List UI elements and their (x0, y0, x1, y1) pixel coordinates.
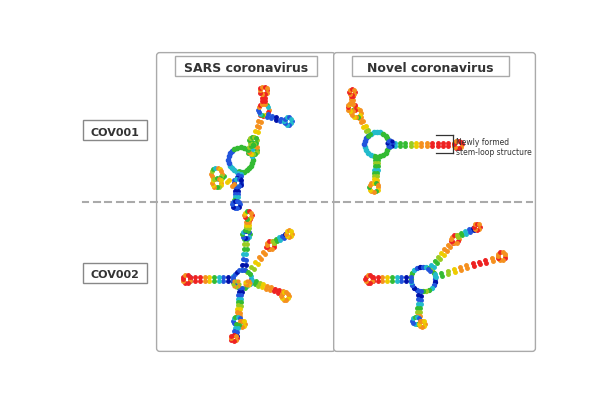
FancyBboxPatch shape (83, 120, 148, 140)
Text: COV001: COV001 (91, 128, 139, 138)
FancyBboxPatch shape (334, 53, 535, 351)
FancyBboxPatch shape (175, 56, 317, 76)
FancyBboxPatch shape (352, 56, 509, 76)
FancyBboxPatch shape (83, 263, 148, 283)
Text: SARS coronavirus: SARS coronavirus (184, 62, 308, 75)
Text: Novel coronavirus: Novel coronavirus (367, 62, 494, 75)
Text: COV002: COV002 (91, 270, 139, 280)
Text: Newly formed
stem-loop structure: Newly formed stem-loop structure (456, 138, 532, 157)
FancyBboxPatch shape (157, 53, 335, 351)
